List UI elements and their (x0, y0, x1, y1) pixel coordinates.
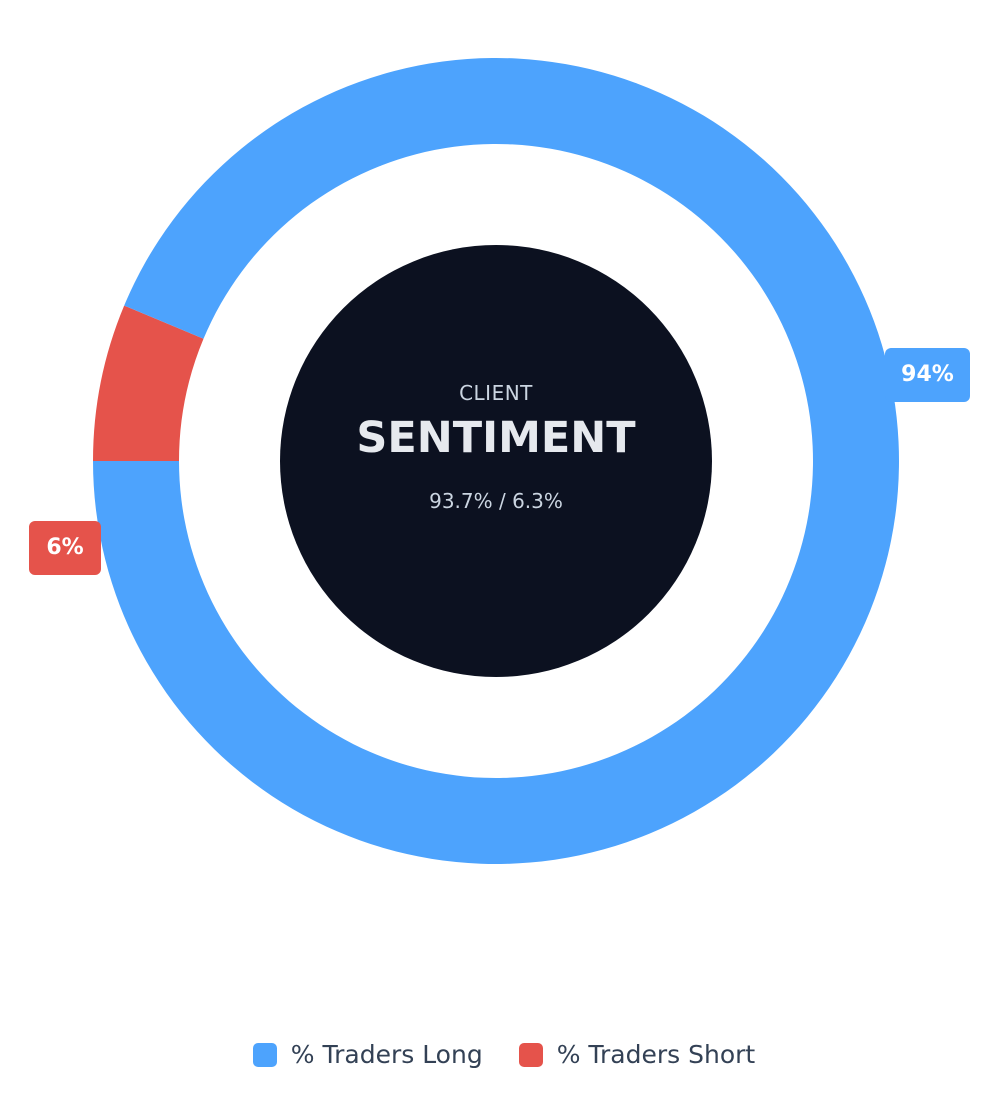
legend-label-short: % Traders Short (556, 1040, 756, 1069)
legend-item-traders-short[interactable]: % Traders Short (518, 1040, 756, 1069)
center-disc (280, 245, 712, 677)
legend-label-long: % Traders Long (290, 1040, 483, 1069)
legend-item-traders-long[interactable]: % Traders Long (252, 1040, 483, 1069)
legend-swatch-short (518, 1042, 543, 1067)
legend: % Traders Long % Traders Short (0, 1040, 1008, 1069)
legend-swatch-long (252, 1042, 277, 1067)
slice-traders-short[interactable] (93, 305, 204, 461)
data-label-traders-short: 6% (29, 521, 101, 575)
donut-slices (93, 58, 899, 865)
data-label-traders-long: 94% (885, 348, 970, 402)
